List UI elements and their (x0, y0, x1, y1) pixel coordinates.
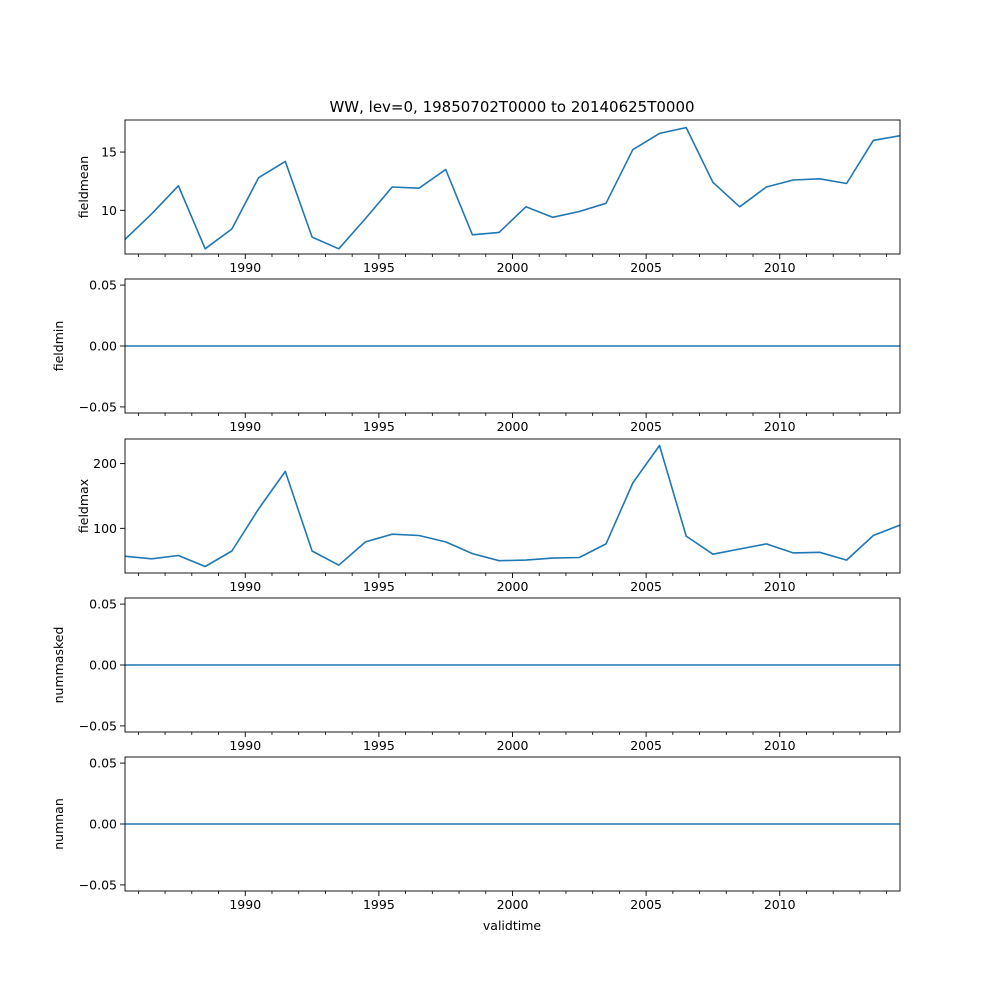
fieldmax-x-tick-label: 2010 (764, 579, 796, 594)
fieldmin-y-tick-label: 0.00 (89, 339, 117, 354)
numnan-x-tick-label: 2010 (764, 897, 796, 912)
chart-title: WW, lev=0, 19850702T0000 to 20140625T000… (329, 98, 694, 116)
numnan-x-tick-label: 2005 (630, 897, 662, 912)
fieldmin-x-tick-label: 1995 (363, 419, 395, 434)
fieldmax-x-tick-label: 1990 (229, 579, 261, 594)
numnan-y-axis-label: numnan (51, 798, 66, 850)
numnan-x-tick-label: 1995 (363, 897, 395, 912)
fieldmax-series-line (124, 444, 901, 568)
fieldmin-y-tick-label: −0.05 (79, 399, 117, 414)
fieldmin-y-axis-label: fieldmin (51, 321, 66, 372)
fieldmax-x-tick-label: 2005 (630, 579, 662, 594)
numnan-x-tick-label: 2000 (497, 897, 529, 912)
fieldmax-y-axis-label: fieldmax (76, 479, 91, 533)
fieldmean-x-tick-label: 1995 (363, 260, 395, 275)
nummasked-x-tick-label: 1990 (229, 738, 261, 753)
nummasked-x-tick-label: 1995 (363, 738, 395, 753)
fieldmax-y-tick-label: 100 (93, 521, 117, 536)
nummasked-x-tick-label: 2000 (497, 738, 529, 753)
fieldmin-x-tick-label: 2000 (497, 419, 529, 434)
fieldmean-y-tick-label: 15 (101, 145, 117, 160)
nummasked-y-tick-label: 0.05 (89, 597, 117, 612)
fieldmin-x-tick-label: 1990 (229, 419, 261, 434)
fieldmin-x-tick-label: 2010 (764, 419, 796, 434)
subplot-fieldmean: 1990 1995 2000 2005 2010 10 15 fieldmean (76, 119, 901, 275)
fieldmean-series-line (124, 126, 901, 250)
numnan-x-tick-label: 1990 (229, 897, 261, 912)
subplot-fieldmin: 1990 1995 2000 2005 2010 −0.05 0.00 0.05 fieldmi… (51, 278, 901, 434)
fieldmean-y-axis-label: fieldmean (76, 156, 91, 218)
numnan-y-tick-label: −0.05 (79, 877, 117, 892)
fieldmean-axes-frame (124, 119, 901, 255)
fieldmin-y-tick-label: 0.05 (89, 278, 117, 293)
nummasked-y-tick-label: −0.05 (79, 718, 117, 733)
subplot-numnan: 1990 1995 2000 2005 2010 −0.05 0.00 0.05 numnan (51, 756, 901, 912)
nummasked-y-tick-label: 0.00 (89, 658, 117, 673)
fieldmax-x-tick-label: 2000 (497, 579, 529, 594)
fieldmean-x-tick-label: 2010 (764, 260, 796, 275)
numnan-y-tick-label: 0.00 (89, 817, 117, 832)
nummasked-x-tick-label: 2010 (764, 738, 796, 753)
fieldmin-x-tick-label: 2005 (630, 419, 662, 434)
fieldmean-x-tick-label: 2005 (630, 260, 662, 275)
fieldmean-x-tick-label: 2000 (497, 260, 529, 275)
fieldmax-axes-frame (124, 438, 901, 574)
nummasked-x-tick-label: 2005 (630, 738, 662, 753)
nummasked-y-axis-label: nummasked (51, 627, 66, 704)
numnan-y-tick-label: 0.05 (89, 756, 117, 771)
fieldmean-x-tick-label: 1990 (229, 260, 261, 275)
fieldmax-y-tick-label: 200 (93, 456, 117, 471)
x-axis-label: validtime (483, 918, 541, 933)
fieldmax-x-tick-label: 1995 (363, 579, 395, 594)
subplot-nummasked: 1990 1995 2000 2005 2010 −0.05 0.00 0.05 nummask… (51, 597, 901, 753)
fieldmean-y-tick-label: 10 (101, 203, 117, 218)
